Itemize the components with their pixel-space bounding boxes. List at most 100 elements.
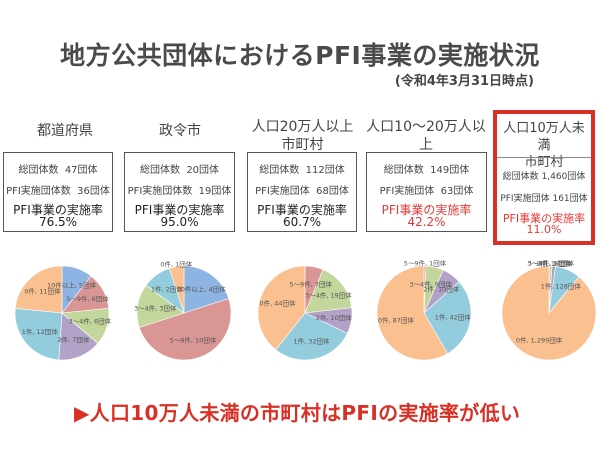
pie-label: 2件, 10団体 — [423, 284, 460, 293]
pie-slice — [257, 265, 306, 351]
pie-label: 5～9件, 10団体 — [170, 336, 217, 345]
highlight-card-pop-under-100k: 人口10万人未満 市町村 総団体数 1,460団体 PFI実施団体 161団体 … — [493, 110, 595, 245]
pie-label: 5～9件, 7団体 — [289, 279, 332, 288]
rate-value: 76.5% — [38, 215, 78, 229]
pie-svg: 5～9件, 7団体 3～4件, 19団体 2件, 10団体 1件, 32団体 0件, 4… — [257, 265, 353, 361]
pie-slice — [423, 281, 472, 355]
impl-value: 68団体 — [316, 186, 349, 197]
pie-slice — [138, 298, 232, 361]
rate-label: PFI事業の実施率 — [134, 203, 225, 217]
pie-label: 5～9件, 1団体 — [404, 259, 447, 268]
pie-label: 2件, 10団体 — [316, 313, 353, 322]
pie-slice — [275, 312, 348, 361]
total-count: 総団体数 149団体 — [367, 161, 486, 176]
stats-card-pop-100-200k: 総団体数 149団体 PFI実施団体 63団体 PFI事業の実施率 42.2% — [366, 152, 487, 232]
pie-label: 3～4件, 6団体 — [69, 317, 112, 326]
pie-slice — [169, 265, 185, 314]
pie-chart-pop-200k-plus: 5～9件, 7団体 3～4件, 19団体 2件, 10団体 1件, 32団体 0件, 4… — [257, 265, 353, 365]
total-label: 総団体数 — [383, 165, 424, 176]
group-heading-line: 政令市 — [159, 123, 201, 139]
pie-label: 0件, 44団体 — [259, 298, 296, 307]
group-heading-line: 人口20万人以上 — [251, 119, 354, 135]
impl-label: PFI実施団体 — [379, 186, 435, 197]
rate-label: PFI事業の実施率 — [502, 212, 586, 225]
total-count: 総団体数 20団体 — [125, 161, 234, 176]
group-heading-line: 人口10万人未満 — [503, 121, 585, 153]
total-value: 47団体 — [64, 165, 98, 176]
group-heading-line: 市町村 — [281, 137, 324, 153]
impl-value: 36団体 — [77, 186, 110, 197]
group-heading-line: 人口10～20万人以上 — [366, 119, 486, 153]
as-of-date: (令和4年3月31日時点) — [394, 74, 534, 89]
pie-label: 0件, 1,299団体 — [516, 335, 563, 344]
total-count: 総団体数 112団体 — [248, 161, 356, 176]
pie-label: 3～4件, 14団体 — [527, 259, 574, 268]
pie-slice — [14, 307, 63, 361]
pie-label: 0件, 11団体 — [24, 286, 61, 295]
group-heading-line: 都道府県 — [37, 123, 93, 139]
impl-count: PFI実施団体 63団体 — [367, 182, 486, 197]
impl-count: PFI実施団体数 19団体 — [125, 182, 234, 197]
total-label: 総団体数 — [139, 165, 180, 176]
pie-label: 3～4件, 9団体 — [409, 280, 452, 289]
pie-label: 2件, 18団体 — [536, 259, 573, 268]
impl-count: PFI実施団体 161団体 — [497, 191, 591, 204]
pie-label: 2件, 7団体 — [57, 335, 89, 344]
pie-label: 3～4件, 19団体 — [305, 290, 352, 299]
impl-value: 19団体 — [198, 186, 232, 197]
total-count: 総団体数 47団体 — [4, 161, 112, 176]
rate-label: PFI事業の実施率 — [13, 203, 103, 217]
impl-label: PFI実施団体 — [500, 194, 550, 204]
total-value: 20団体 — [186, 165, 220, 176]
total-label: 総団体数 — [18, 165, 59, 176]
stats-card-designated-cities: 総団体数 20団体 PFI実施団体数 19団体 PFI事業の実施率 95.0% — [124, 152, 235, 232]
pie-label: 0件, 87団体 — [378, 316, 415, 325]
pie-label: 1件, 128団体 — [541, 281, 582, 290]
impl-count: PFI実施団体数 36団体 — [4, 182, 112, 197]
impl-count: PFI実施団体 68団体 — [248, 182, 356, 197]
group-heading-pop-200k-plus: 人口20万人以上 市町村 — [245, 118, 360, 154]
pie-label: 0件, 1団体 — [160, 259, 192, 268]
total-value: 149団体 — [430, 165, 470, 176]
total-value: 112団体 — [305, 165, 345, 176]
rate-value: 60.7% — [282, 215, 322, 229]
pie-svg: 10件以上, 4団体 5～9件, 10団体 3～4件, 3団体 1件, 2団体 0件, … — [134, 259, 232, 361]
pie-label: 1件, 2団体 — [151, 284, 183, 293]
pie-label: 1件, 12団体 — [22, 327, 59, 336]
rate-value: 95.0% — [160, 215, 199, 229]
pie-label: 5～9件, 6団体 — [66, 294, 109, 303]
pie-slice — [14, 265, 63, 314]
pie-slice — [376, 265, 449, 361]
pie-slice — [304, 269, 353, 314]
rate-value: 11.0% — [526, 223, 562, 236]
rate-label: PFI事業の実施率 — [257, 203, 347, 217]
total-count: 総団体数 1,460団体 — [497, 169, 591, 182]
rate-label: PFI事業の実施率 — [381, 203, 472, 217]
pie-label: 10件以上, 5団体 — [47, 280, 97, 289]
group-heading-pop-under-100k: 人口10万人未満 市町村 — [497, 120, 591, 171]
pie-label: 1件, 32団体 — [293, 336, 330, 345]
impl-label: PFI実施団体数 — [127, 186, 193, 197]
impl-value: 63団体 — [440, 186, 474, 197]
pie-chart-pop-100-200k: 5～9件, 1団体 3～4件, 9団体 2件, 10団体 1件, 42団体 0件, 87… — [376, 259, 472, 365]
group-heading-prefectures: 都道府県 — [10, 122, 120, 140]
impl-value: 161団体 — [552, 194, 588, 204]
pie-chart-prefectures: 10件以上, 5団体 5～9件, 6団体 3～4件, 6団体 2件, 7団体 1件, 1… — [14, 265, 112, 365]
group-heading-designated-cities: 政令市 — [125, 122, 235, 140]
pie-chart-designated-cities: 10件以上, 4団体 5～9件, 10団体 3～4件, 3団体 1件, 2団体 0件, … — [134, 259, 232, 365]
pie-label: 10件以上, 4団体 — [177, 284, 227, 293]
rate-value: 42.2% — [407, 215, 446, 229]
impl-label: PFI実施団体 — [255, 186, 310, 197]
total-label: 総団体数 — [502, 172, 539, 182]
pie-label: 1件, 42団体 — [435, 313, 472, 322]
pie-slice — [501, 265, 597, 361]
impl-label: PFI実施団体数 — [6, 186, 71, 197]
group-heading-line: 市町村 — [524, 155, 564, 170]
conclusion-text: ▶人口10万人未満の市町村はPFIの実施率が低い — [74, 401, 521, 425]
total-label: 総団体数 — [259, 165, 300, 176]
stats-card-prefectures: 総団体数 47団体 PFI実施団体数 36団体 PFI事業の実施率 76.5% — [3, 152, 113, 232]
total-value: 1,460団体 — [541, 172, 586, 182]
